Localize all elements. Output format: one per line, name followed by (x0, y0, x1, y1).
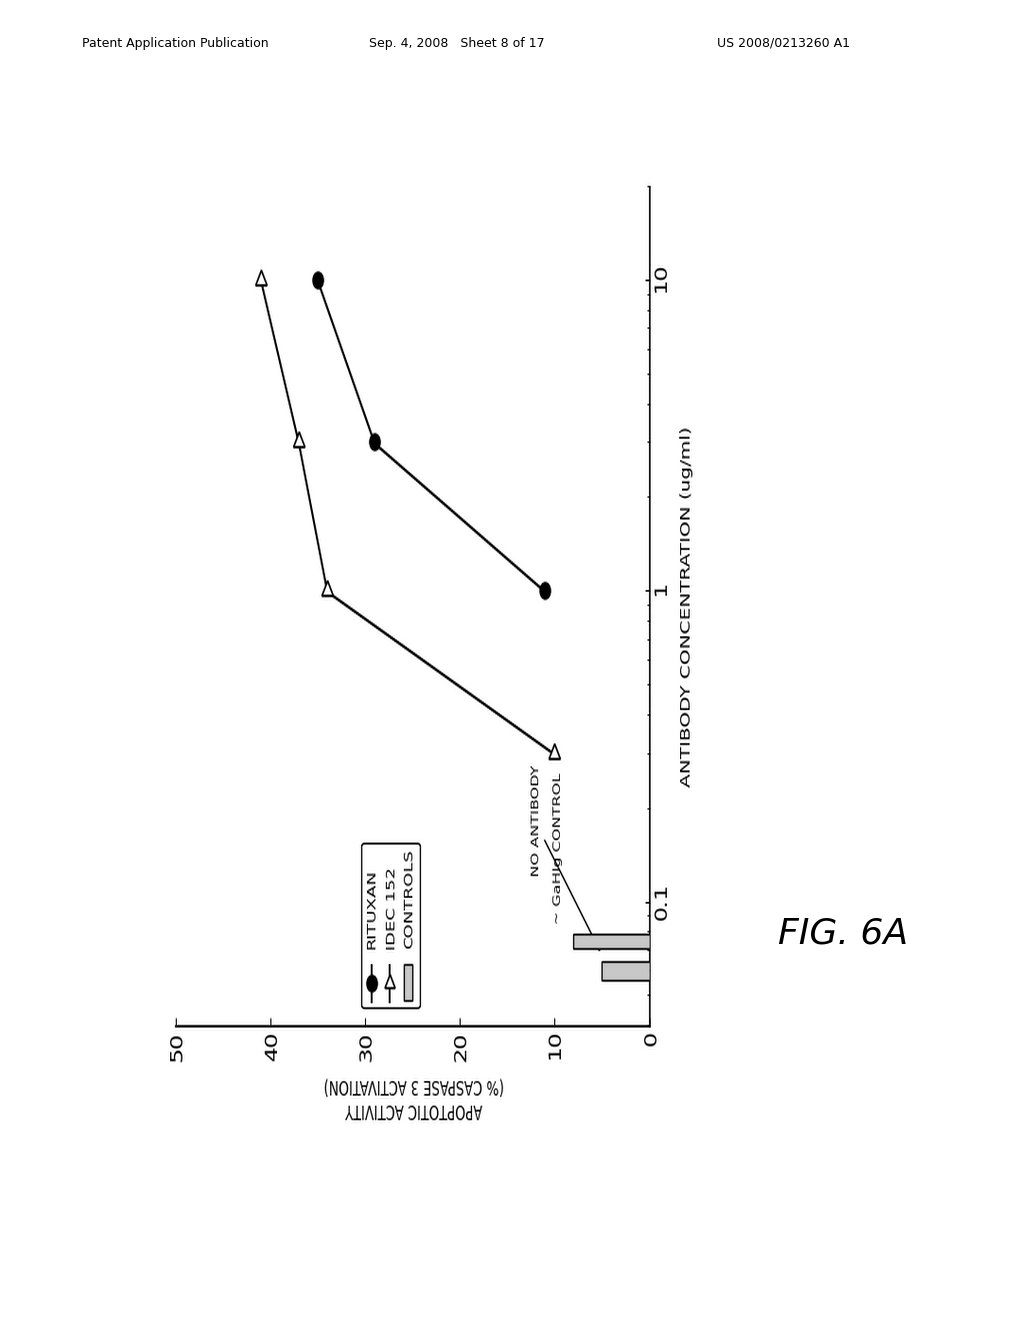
Text: Patent Application Publication: Patent Application Publication (82, 37, 268, 50)
Text: Sep. 4, 2008   Sheet 8 of 17: Sep. 4, 2008 Sheet 8 of 17 (369, 37, 545, 50)
Text: US 2008/0213260 A1: US 2008/0213260 A1 (717, 37, 850, 50)
Text: FIG. 6A: FIG. 6A (778, 916, 908, 950)
